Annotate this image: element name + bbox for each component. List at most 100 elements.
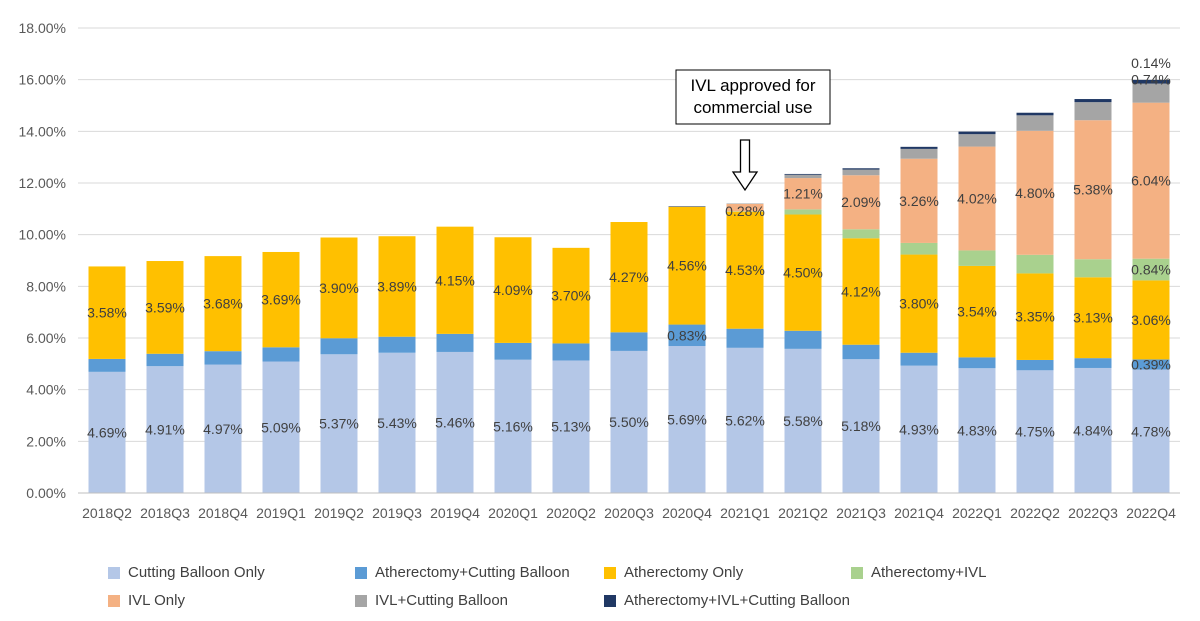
bar-segment	[262, 251, 300, 348]
bar-segment	[436, 333, 474, 352]
bar-segment	[784, 209, 822, 215]
data-label: 3.58%	[87, 305, 127, 321]
bar-segment	[784, 174, 822, 179]
x-tick-label: 2020Q2	[546, 505, 596, 521]
x-tick-label: 2019Q1	[256, 505, 306, 521]
bar-segment	[262, 361, 300, 493]
legend-swatch	[108, 566, 120, 579]
bar-segment	[1074, 99, 1112, 103]
data-label: 3.54%	[957, 304, 997, 320]
bar-segment	[88, 266, 126, 359]
bar-segment	[784, 214, 822, 331]
data-label: 4.91%	[145, 422, 185, 438]
annotation-box	[675, 69, 831, 125]
bar-segment	[204, 364, 242, 493]
y-tick-label: 16.00%	[19, 72, 66, 88]
data-label: 5.62%	[725, 412, 765, 428]
bar-segment	[784, 348, 822, 493]
bar-segment	[320, 354, 358, 493]
bar-segment	[958, 250, 996, 266]
y-tick-label: 14.00%	[19, 123, 66, 139]
x-tick-label: 2022Q2	[1010, 505, 1060, 521]
bar-segment	[1016, 359, 1054, 371]
bar-segment	[726, 211, 764, 212]
x-tick-label: 2021Q1	[720, 505, 770, 521]
bar-segment	[1132, 369, 1170, 493]
data-label: 4.83%	[957, 423, 997, 439]
bar-segment	[1016, 115, 1054, 131]
data-label: 4.93%	[899, 421, 939, 437]
axes: 0.00% 2.00% 4.00% 6.00% 8.00% 10.00% 12.00% 14.…	[19, 20, 1180, 521]
legend-label: Atherectomy Only	[624, 564, 744, 581]
bar-segment	[784, 173, 822, 175]
bar-segment	[1132, 280, 1170, 360]
bar-segment	[378, 352, 416, 493]
bar-segment	[900, 146, 938, 149]
bar-segment	[494, 342, 532, 360]
bar-segment	[88, 358, 126, 372]
legend-item: Atherectomy+IVL+Cutting Balloon	[604, 592, 850, 609]
bar-segment	[1016, 130, 1054, 255]
bar-segment	[842, 344, 880, 360]
bar-segment	[378, 336, 416, 353]
data-label: 4.15%	[435, 272, 475, 288]
data-label: 3.70%	[551, 288, 591, 304]
x-tick-label: 2019Q2	[314, 505, 364, 521]
bar-segment	[1016, 273, 1054, 360]
x-tick-label: 2020Q3	[604, 505, 654, 521]
bar-segment	[1132, 102, 1170, 259]
bar-segment	[1074, 358, 1112, 368]
bar-segment	[842, 359, 880, 493]
bar-segment	[842, 168, 880, 170]
data-label: 5.43%	[377, 415, 417, 431]
data-label: 5.16%	[493, 418, 533, 434]
data-label: 5.09%	[261, 419, 301, 435]
bar-segment	[900, 254, 938, 353]
legend-swatch	[108, 594, 120, 607]
bar-segment	[958, 134, 996, 147]
bar-segment	[1132, 83, 1170, 103]
data-label: 0.28%	[725, 203, 765, 219]
bar-segment	[668, 324, 706, 347]
bar-segment	[726, 347, 764, 493]
bar-segment	[552, 360, 590, 493]
data-label: 3.68%	[203, 296, 243, 312]
x-tick-label: 2022Q3	[1068, 505, 1118, 521]
y-tick-label: 2.00%	[26, 433, 66, 449]
y-tick-label: 4.00%	[26, 382, 66, 398]
bar-segment	[958, 146, 996, 251]
bar-segment	[146, 366, 184, 493]
bar-segment	[726, 211, 764, 329]
bar-segment	[842, 175, 880, 230]
y-tick-label: 8.00%	[26, 278, 66, 294]
bar-segment	[900, 352, 938, 366]
bar-segment	[378, 236, 416, 337]
bar-segment	[610, 350, 648, 493]
data-label: 6.04%	[1131, 173, 1171, 189]
data-label: 4.97%	[203, 421, 243, 437]
data-label: 4.56%	[667, 258, 707, 274]
legend-label: Atherectomy+IVL+Cutting Balloon	[624, 592, 850, 609]
bar-segment	[842, 229, 880, 239]
bar-segment	[146, 353, 184, 367]
bar-segment	[1132, 79, 1170, 84]
x-tick-label: 2018Q4	[198, 505, 248, 521]
legend-swatch	[604, 594, 616, 607]
legend-swatch	[851, 566, 863, 579]
x-tick-label: 2018Q2	[82, 505, 132, 521]
bar-segment	[668, 206, 706, 207]
data-label: 3.59%	[145, 299, 185, 315]
bar-segment	[1074, 102, 1112, 121]
bar-segment	[146, 261, 184, 354]
bar-segment	[668, 206, 706, 325]
annotation: IVL approved for commercial use	[675, 69, 831, 192]
bar-segment	[1132, 258, 1170, 281]
data-label: 4.80%	[1015, 185, 1055, 201]
bar-segment	[610, 332, 648, 351]
bar-segment	[88, 371, 126, 493]
data-label: 4.69%	[87, 424, 127, 440]
data-label: 5.50%	[609, 414, 649, 430]
legend-label: IVL Only	[128, 592, 185, 609]
x-tick-label: 2019Q4	[430, 505, 480, 521]
legend-item: Cutting Balloon Only	[108, 564, 265, 581]
